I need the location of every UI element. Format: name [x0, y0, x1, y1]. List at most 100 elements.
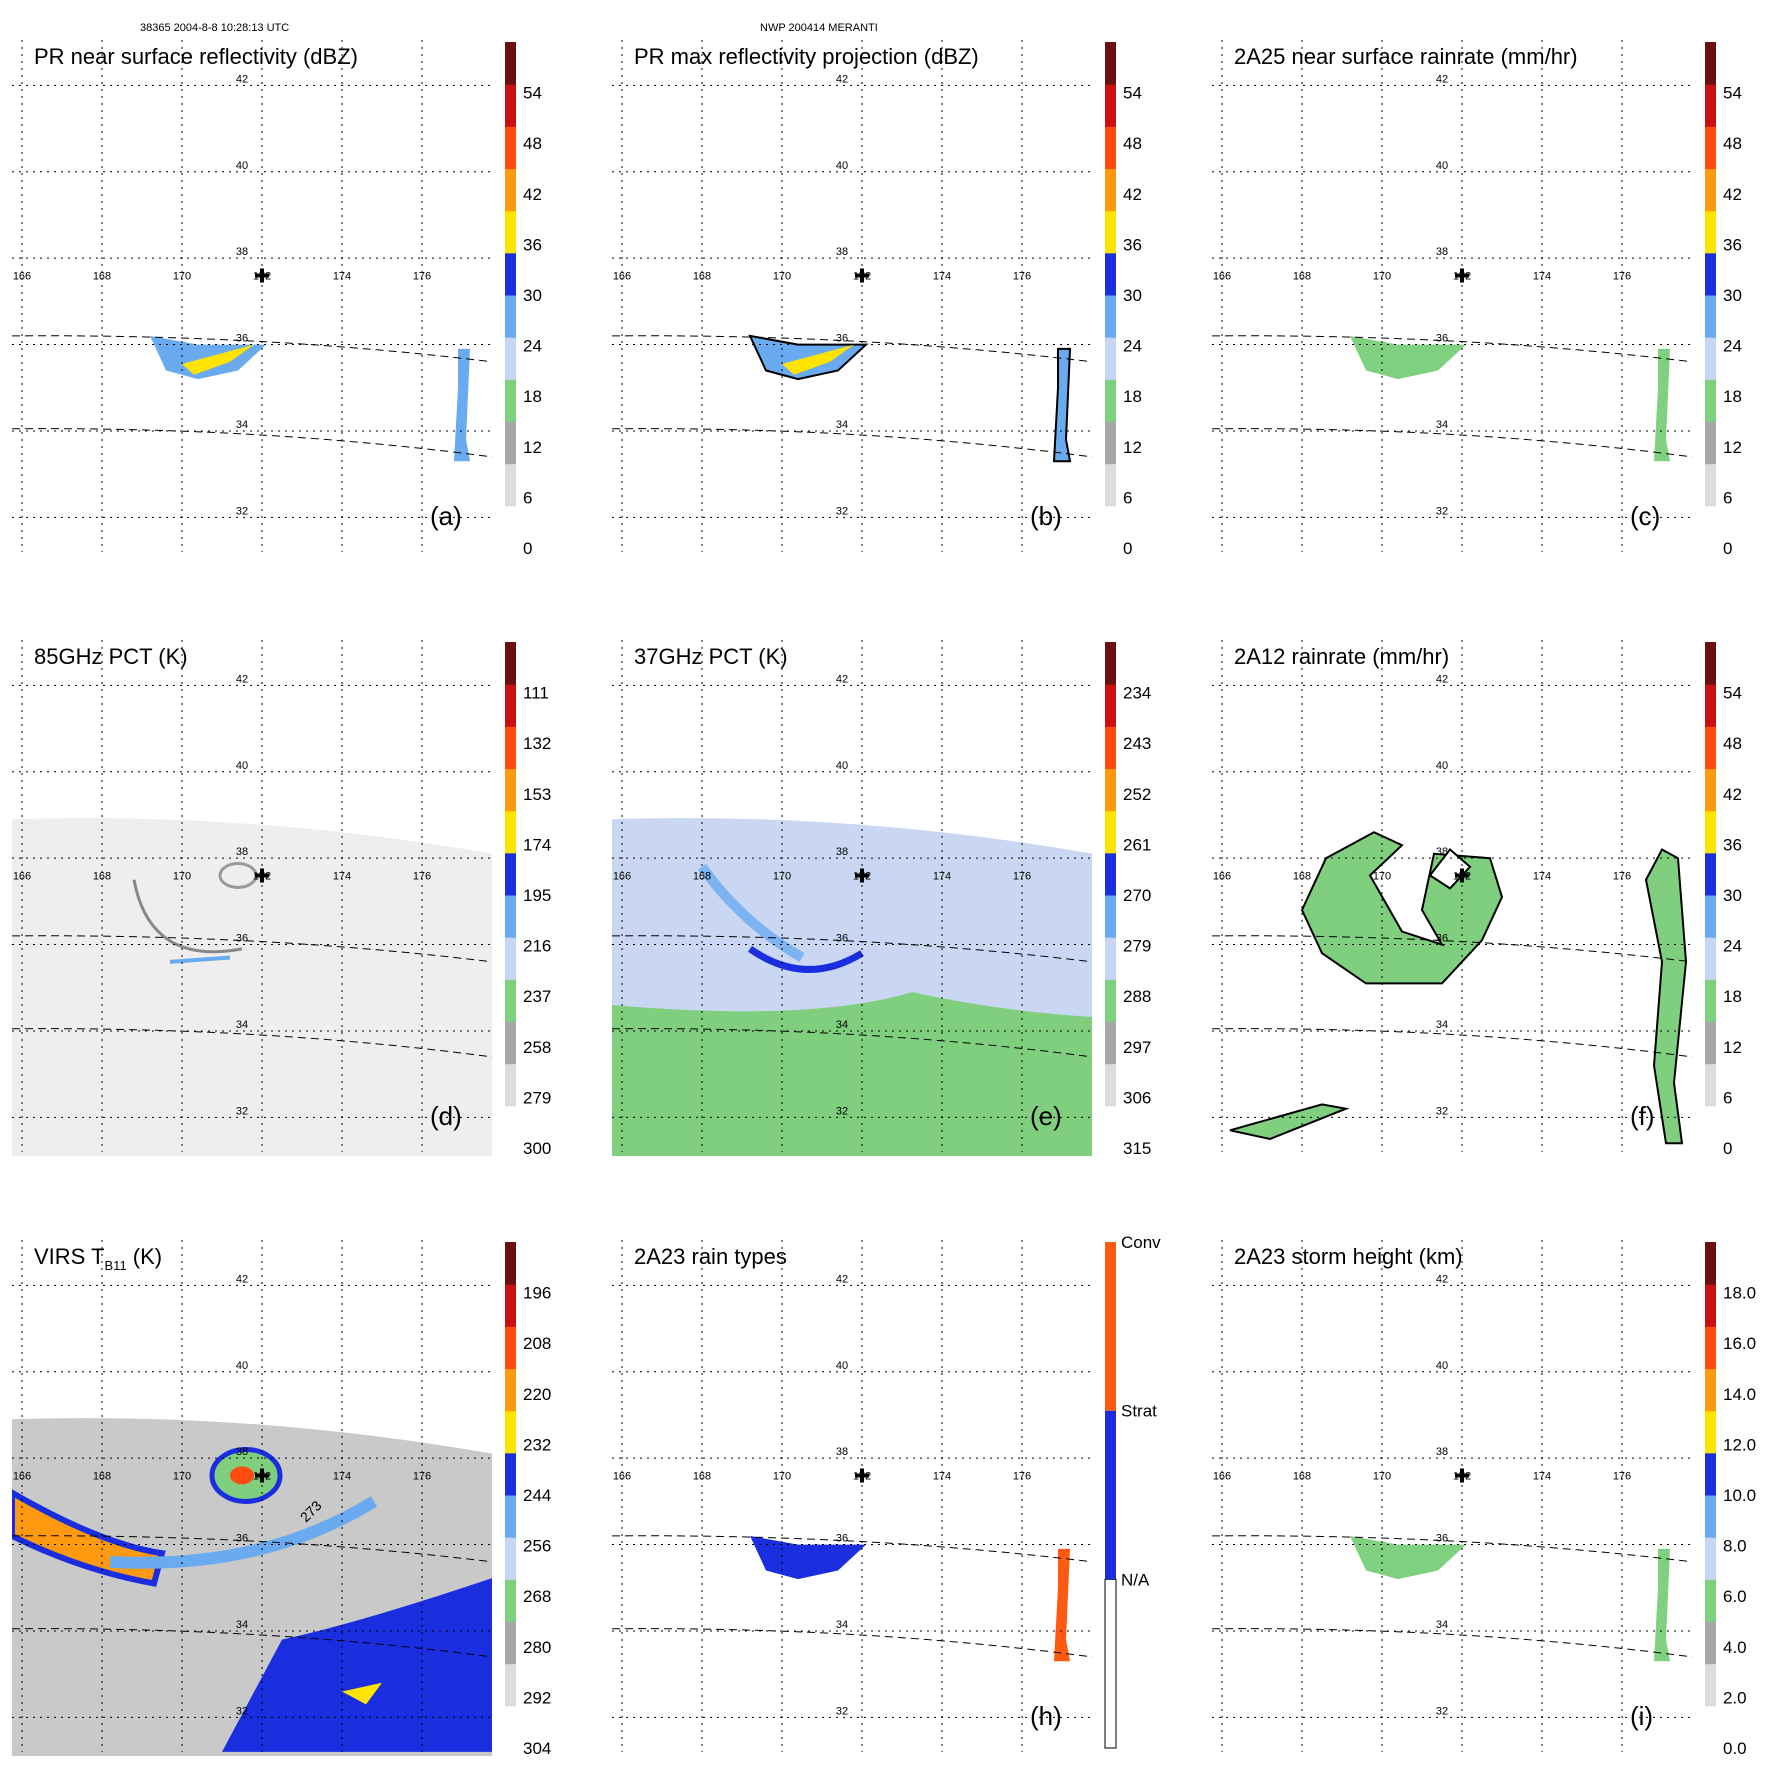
colorbar-segment — [505, 726, 516, 769]
colorbar-segment — [1705, 1021, 1716, 1065]
colorbar-segment — [1705, 979, 1716, 1022]
lon-tick-label: 176 — [1013, 270, 1031, 282]
colorbar-na — [1104, 1578, 1117, 1749]
pr-swath-edge-south — [611, 1028, 1093, 1058]
lon-tick-label: 176 — [1013, 870, 1031, 882]
lon-tick-label: 168 — [1293, 870, 1311, 882]
colorbar-segment — [1105, 895, 1116, 938]
colorbar-label: 16.0 — [1723, 1334, 1756, 1353]
colorbar-segment — [1105, 726, 1116, 769]
lat-tick-label: 42 — [836, 73, 848, 85]
lat-tick-label: 40 — [1436, 760, 1448, 772]
pr-swath-edge-south — [611, 428, 1093, 458]
lat-tick-label: 36 — [236, 933, 248, 945]
colorbar-label: N/A — [1121, 1570, 1150, 1589]
lat-tick-label: 32 — [1436, 505, 1448, 517]
lat-tick-label: 36 — [1436, 1533, 1448, 1545]
colorbar-label: 54 — [1723, 84, 1742, 103]
pr-swath-edge-north — [611, 1535, 1093, 1563]
colorbar-segment — [505, 1663, 516, 1707]
lon-tick-label: 168 — [693, 270, 711, 282]
panel-f-map — [1229, 831, 1688, 1145]
panel-e: 42403836343216616817017217417637GHz PCT … — [611, 640, 1151, 1158]
colorbar-segment — [1705, 895, 1716, 938]
lon-tick-label: 176 — [1013, 1470, 1031, 1482]
pr-swath-edge-south — [11, 428, 493, 458]
colorbar-segment — [1705, 1663, 1716, 1707]
colorbar-segment — [1105, 379, 1116, 422]
lat-tick-label: 34 — [236, 419, 248, 431]
colorbar-segment — [505, 1284, 516, 1327]
colorbar-segment — [1705, 642, 1716, 685]
colorbar-segment — [505, 1452, 516, 1496]
panel-title: 85GHz PCT (K) — [34, 644, 188, 669]
colorbar-label: 14.0 — [1723, 1385, 1756, 1404]
lat-tick-label: 40 — [836, 160, 848, 172]
lon-tick-label: 176 — [1613, 870, 1631, 882]
panel-c: 4240383634321661681701721741762A25 near … — [1211, 40, 1742, 558]
colorbar-segment — [1705, 168, 1716, 212]
colorbar-segment — [505, 295, 516, 338]
colorbar-segment — [505, 852, 516, 896]
lat-tick-label: 38 — [236, 846, 248, 858]
colorbar-label: 252 — [1123, 785, 1151, 804]
lon-tick-label: 174 — [1533, 270, 1551, 282]
colorbar-label: 30 — [1723, 286, 1742, 305]
colorbar-segment — [1105, 210, 1116, 254]
panel-title: PR max reflectivity projection (dBZ) — [634, 44, 979, 69]
lon-tick-label: 166 — [13, 870, 31, 882]
panel-title: 37GHz PCT (K) — [634, 644, 788, 669]
lon-tick-label: 176 — [413, 1470, 431, 1482]
lat-tick-label: 38 — [1436, 846, 1448, 858]
lon-tick-label: 166 — [613, 1470, 631, 1482]
colorbar-label: 0 — [1723, 539, 1732, 558]
colorbar-segment — [1705, 1105, 1716, 1149]
cold-cloud-southeast — [222, 1578, 492, 1752]
panel-e-map — [612, 818, 1092, 1156]
lat-tick-label: 38 — [836, 246, 848, 258]
lon-tick-label: 168 — [93, 1470, 111, 1482]
colorbar-label: 24 — [1723, 337, 1742, 356]
lon-tick-label: 174 — [1533, 1470, 1551, 1482]
colorbar-segment — [1105, 168, 1116, 212]
colorbar-label: 292 — [523, 1688, 551, 1707]
panel-title: 2A23 rain types — [634, 1244, 787, 1269]
storm-center-marker — [255, 868, 269, 883]
colorbar-label: 220 — [523, 1385, 551, 1404]
lat-tick-label: 38 — [1436, 246, 1448, 258]
colorbar-label: 30 — [1723, 886, 1742, 905]
colorbar-label: 42 — [1723, 785, 1742, 804]
lat-tick-label: 34 — [836, 1019, 848, 1031]
lon-tick-label: 168 — [93, 870, 111, 882]
colorbar-segment — [1705, 84, 1716, 127]
colorbar-label: 48 — [523, 134, 542, 153]
colorbar-label: 196 — [523, 1284, 551, 1303]
colorbar-segment — [1705, 810, 1716, 854]
colorbar-label: 304 — [523, 1739, 551, 1758]
colorbar-label: 12 — [523, 438, 542, 457]
colorbar-label: 42 — [1723, 185, 1742, 204]
colorbar-label: 6 — [1723, 488, 1732, 507]
colorbar-segment — [1705, 1368, 1716, 1412]
colorbar-label: 208 — [523, 1334, 551, 1353]
colorbar-segment — [1705, 295, 1716, 338]
lon-tick-label: 176 — [413, 270, 431, 282]
lon-tick-label: 170 — [173, 1470, 191, 1482]
lat-tick-label: 32 — [1436, 1705, 1448, 1717]
colorbar-label: 244 — [523, 1486, 551, 1505]
rain-band — [1350, 1535, 1466, 1580]
colorbar-segment — [1705, 1410, 1716, 1454]
lon-tick-label: 174 — [333, 270, 351, 282]
colorbar-conv — [1105, 1242, 1116, 1411]
panel-letter: (h) — [1030, 1701, 1062, 1731]
east-rain-strip — [1052, 347, 1072, 463]
colorbar-segment — [1105, 852, 1116, 896]
colorbar-label: 216 — [523, 937, 551, 956]
lon-tick-label: 168 — [693, 1470, 711, 1482]
colorbar-label: 174 — [523, 835, 551, 854]
colorbar-segment — [1705, 1452, 1716, 1496]
panel-title: 2A25 near surface rainrate (mm/hr) — [1234, 44, 1578, 69]
colorbar-label: 270 — [1123, 886, 1151, 905]
colorbar-label: 4.0 — [1723, 1638, 1747, 1657]
lon-tick-label: 176 — [1613, 270, 1631, 282]
